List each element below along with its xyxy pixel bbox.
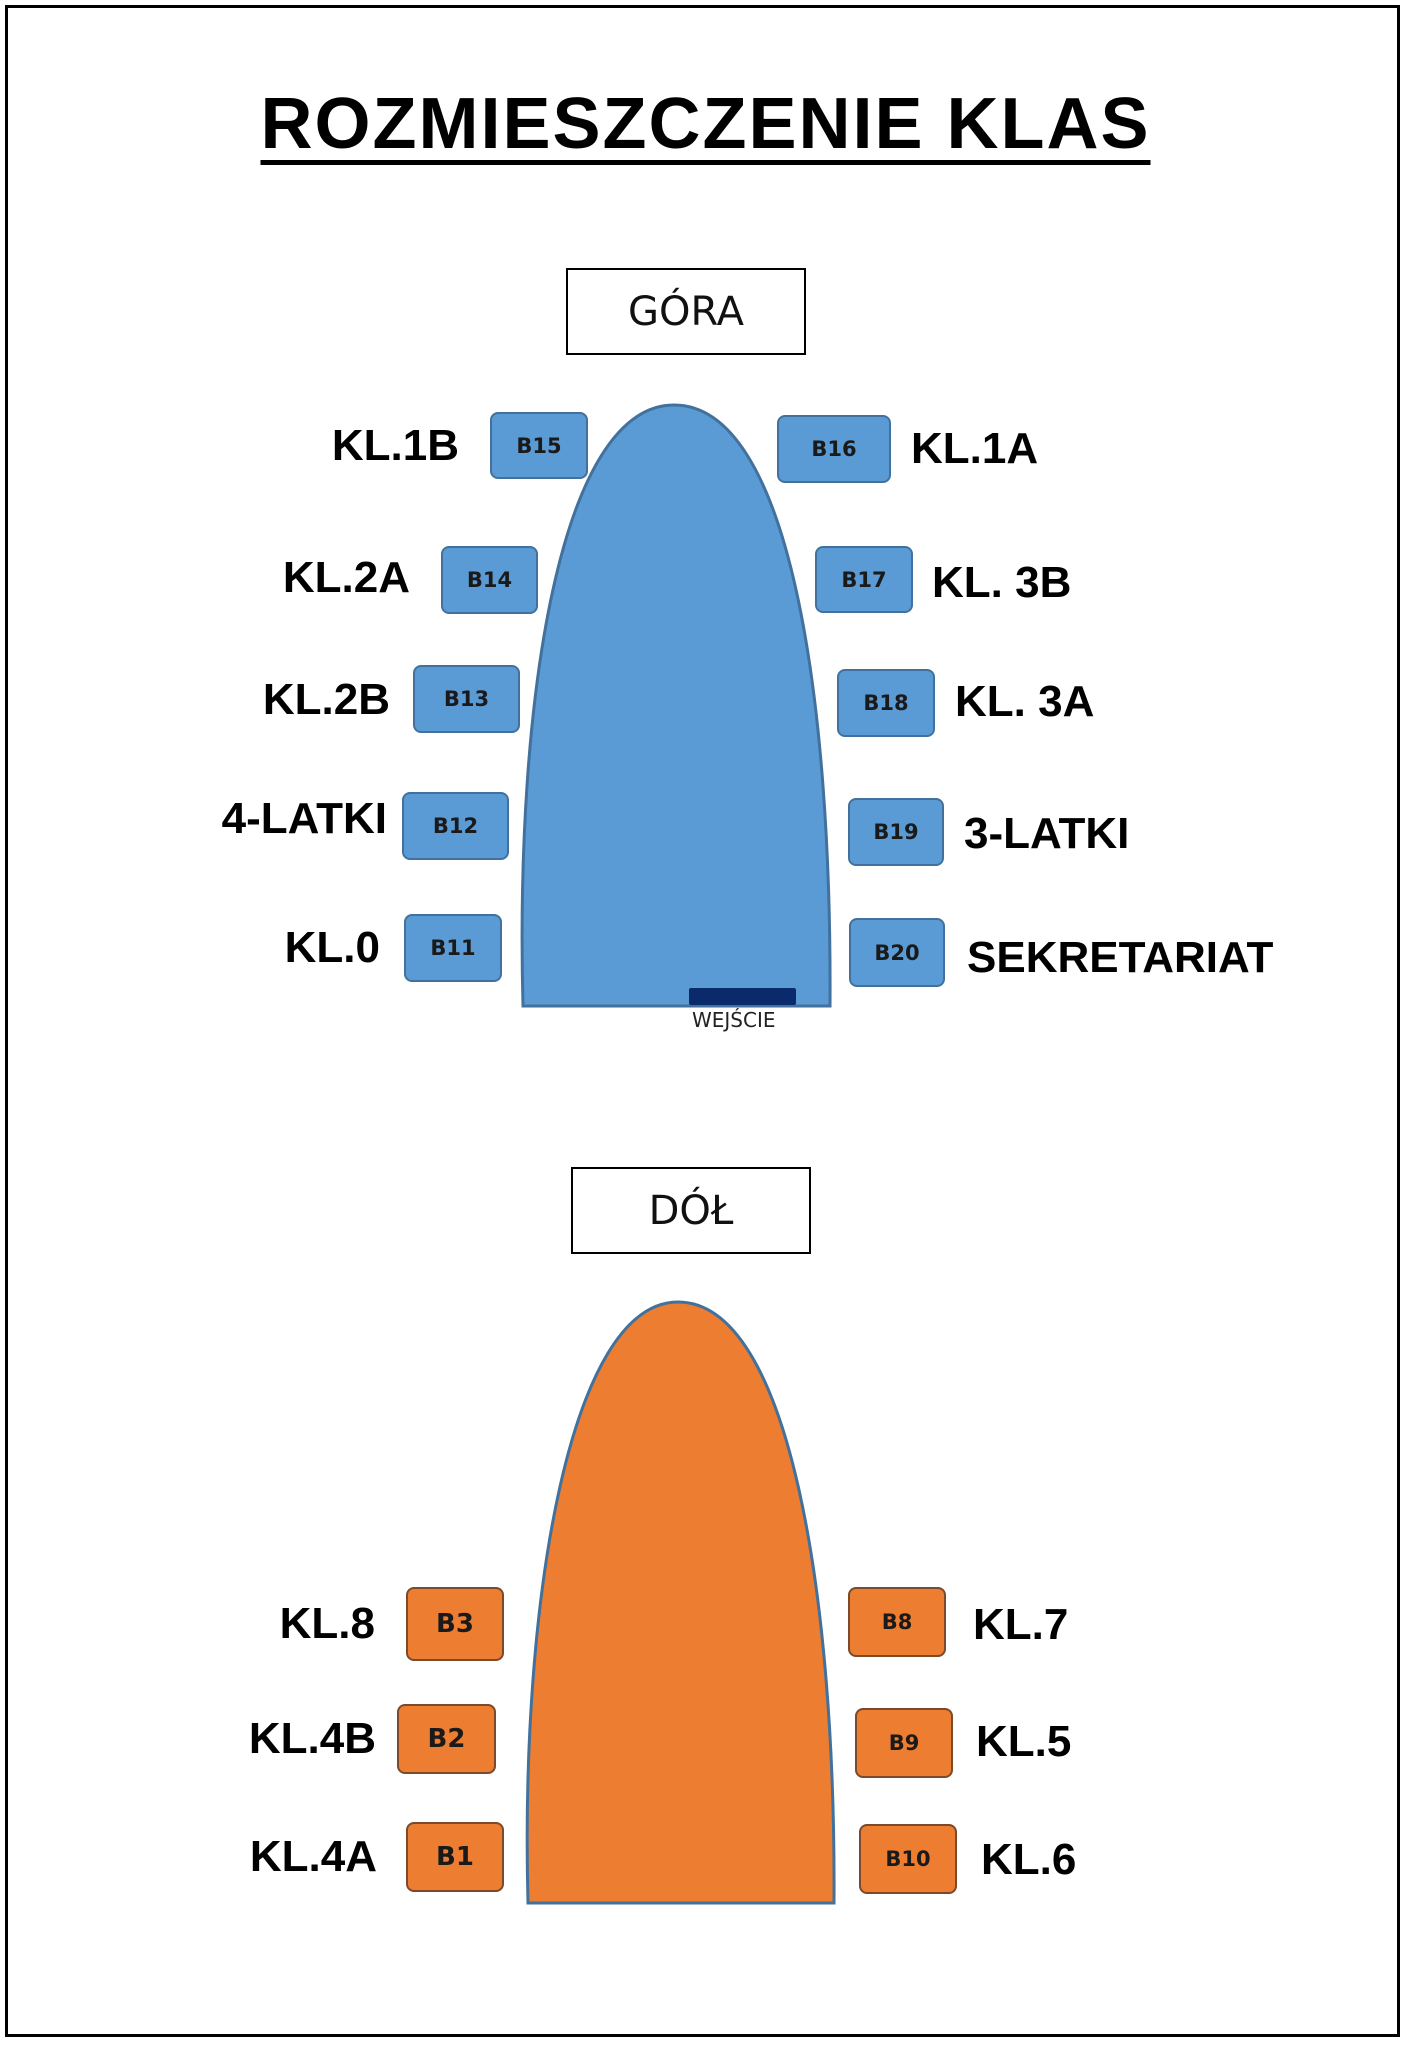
upper-floor-shape [520,403,832,1008]
class-label-kl-6: KL.6 [981,1835,1077,1884]
room-b9[interactable]: B9 [855,1708,953,1778]
class-label-kl-1a: KL.1A [911,424,1039,473]
class-label-kl-4a: KL.4A [249,1832,377,1881]
room-b17[interactable]: B17 [815,546,913,613]
room-b11[interactable]: B11 [404,914,502,982]
class-label-3-latki: 3-LATKI [964,809,1130,858]
class-label-4-latki: 4-LATKI [221,794,387,843]
class-label-kl-4b: KL.4B [248,1714,376,1763]
lower-floor-heading: DÓŁ [571,1167,811,1254]
upper-floor-heading: GÓRA [566,268,806,355]
class-label-kl-5: KL.5 [976,1717,1072,1766]
room-b12[interactable]: B12 [402,792,509,860]
class-label-kl-0: KL.0 [284,923,380,972]
class-label-kl-3b: KL. 3B [932,558,1072,607]
class-label-kl-1b: KL.1B [331,421,459,470]
room-b3[interactable]: B3 [406,1587,504,1661]
class-label-kl-8: KL.8 [279,1599,375,1648]
room-b19[interactable]: B19 [848,798,944,866]
class-label-kl-2b: KL.2B [262,675,390,724]
page-frame [5,5,1400,2037]
room-b10[interactable]: B10 [859,1824,957,1894]
entrance-label: WEJŚCIE [692,1008,776,1032]
room-b16[interactable]: B16 [777,415,891,483]
room-b15[interactable]: B15 [490,412,588,479]
room-b13[interactable]: B13 [413,665,520,733]
class-label-kl-2a: KL.2A [282,553,410,602]
room-b1[interactable]: B1 [406,1822,504,1892]
room-b20[interactable]: B20 [849,918,945,987]
lower-floor-shape [525,1300,836,1905]
room-b8[interactable]: B8 [848,1587,946,1657]
class-label-kl-3a: KL. 3A [955,677,1095,726]
room-b14[interactable]: B14 [441,546,538,614]
class-label-kl-7: KL.7 [973,1600,1069,1649]
class-label-sekretariat: SEKRETARIAT [967,933,1274,982]
page-title: ROZMIESZCZENIE KLAS [260,84,1151,164]
room-b2[interactable]: B2 [397,1704,496,1774]
room-b18[interactable]: B18 [837,669,935,737]
entrance-bar [689,988,796,1005]
